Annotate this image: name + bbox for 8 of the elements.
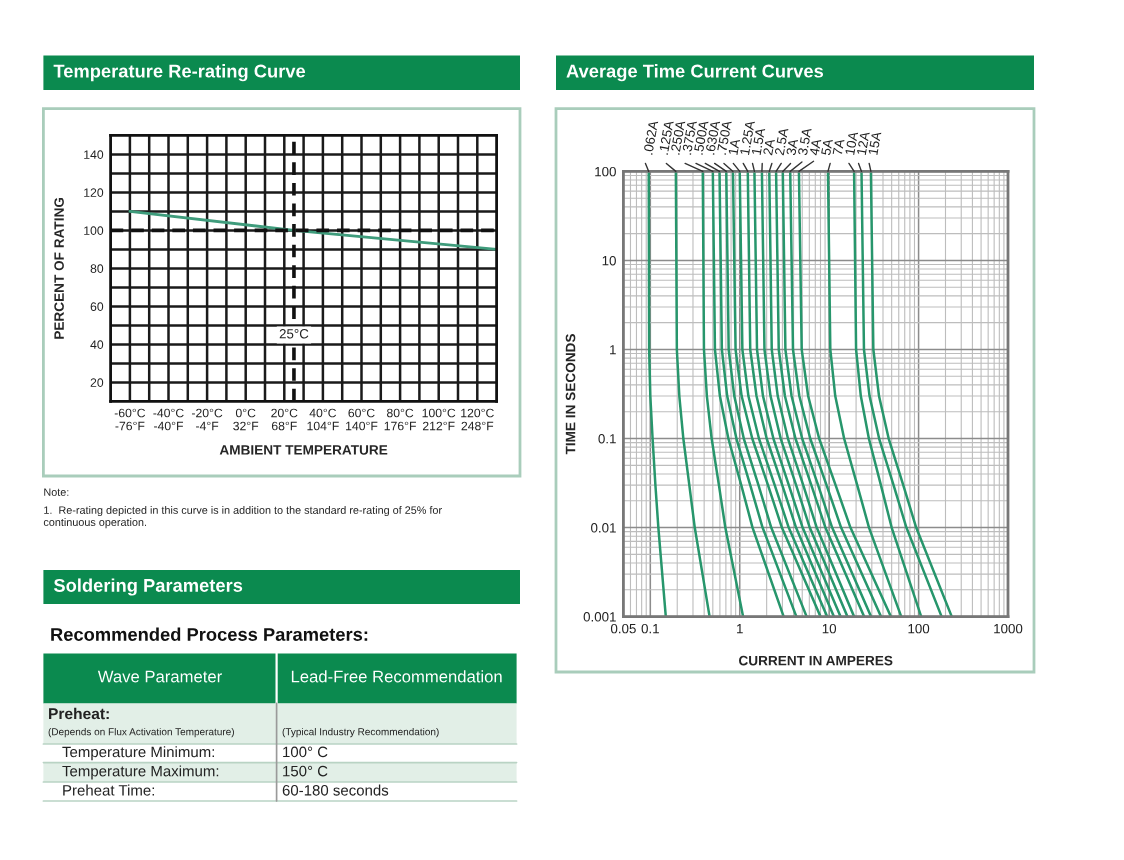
line-series (674, 171, 711, 617)
text: Lead-Free Recommendation (291, 670, 502, 683)
line-series (647, 171, 668, 617)
text: Soldering Parameters (53, 578, 243, 596)
text: Wave Parameter (97, 670, 222, 683)
text: Recommended Process Parameters: (51, 627, 368, 641)
chart-title: Average Time Current Curves (566, 64, 824, 82)
chart-title: Temperature Re-rating Curve (53, 64, 306, 82)
